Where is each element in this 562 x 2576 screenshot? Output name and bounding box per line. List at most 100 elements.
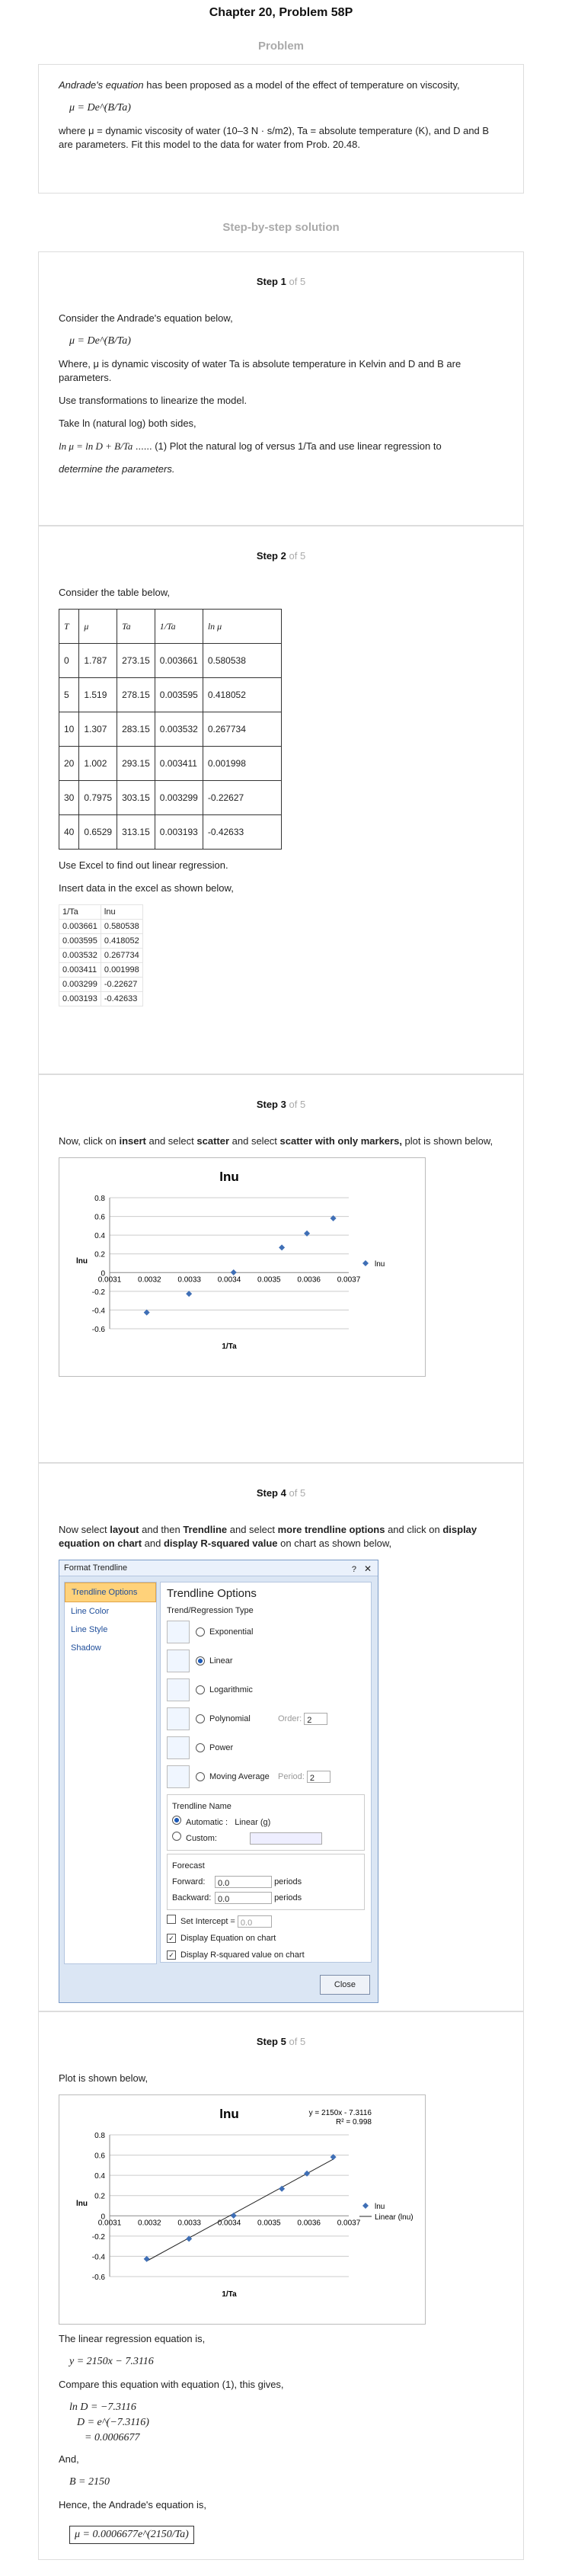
moving-average-icon [167, 1765, 190, 1788]
table-cell: 0.001998 [202, 746, 282, 781]
linear-icon [167, 1650, 190, 1672]
y-tick-label: -0.6 [92, 1326, 106, 1334]
data-point [230, 2213, 237, 2219]
table-cell: 40 [58, 814, 80, 850]
step5-equation-2: ln D = −7.3116 [69, 2402, 136, 2413]
excel-cell: 1/Ta [59, 904, 101, 920]
y-tick-label: -0.4 [92, 1307, 106, 1315]
dialog-title: Format Trendline [59, 1560, 378, 1576]
display-equation-checkbox[interactable]: ✓ [167, 1934, 176, 1943]
forward-label: Forward: [172, 1877, 206, 1886]
x-tick-label: 0.0031 [98, 2219, 122, 2227]
table-cell: 1.787 [78, 643, 118, 678]
x-axis-label: 1/Ta [222, 2290, 237, 2299]
step1-text-1: Consider the Andrade's equation below, [59, 312, 233, 324]
display-r-squared-label: Display R-squared value on chart [180, 1950, 305, 1960]
automatic-value: Linear (g) [235, 1818, 271, 1827]
forecast-label: Forecast [172, 1861, 205, 1870]
display-r-squared-checkbox[interactable]: ✓ [167, 1950, 176, 1960]
custom-radio[interactable] [172, 1832, 181, 1841]
legend-marker [362, 1260, 369, 1266]
data-point [330, 2154, 337, 2161]
table-cell: 273.15 [117, 643, 155, 678]
trendline-annotation: y = 2150x - 7.3116 [309, 2109, 372, 2117]
x-tick-label: 0.0033 [177, 2219, 201, 2227]
excel-row: 0.003411 0.001998 [59, 962, 143, 978]
table-cell: 0.580538 [202, 643, 282, 678]
excel-cell: 0.003411 [59, 962, 101, 978]
option-exponential[interactable]: Exponential [167, 1618, 365, 1646]
x-tick-label: 0.0037 [337, 2219, 361, 2227]
automatic-radio[interactable] [172, 1816, 181, 1825]
exponential-icon [167, 1621, 190, 1643]
close-icon[interactable]: ✕ [363, 1563, 372, 1574]
step5-equation-5: B = 2150 [69, 2476, 110, 2488]
option-label: Linear [209, 1656, 233, 1666]
legend-label: Linear (lnu) [375, 2213, 414, 2222]
table-header-cell: 1/Ta [154, 609, 203, 644]
excel-header-row: 1/Ta lnu [59, 904, 143, 920]
set-intercept-checkbox[interactable] [167, 1915, 176, 1924]
step5-text-5: Hence, the Andrade's equation is, [59, 2499, 207, 2510]
backward-input[interactable]: 0.0 [215, 1892, 272, 1905]
excel-cell: 0.267734 [100, 948, 143, 963]
y-axis-label: lnu [76, 2200, 88, 2208]
power-icon [167, 1736, 190, 1759]
help-icon[interactable]: ? [351, 1565, 356, 1574]
excel-row: 0.003532 0.267734 [59, 948, 143, 963]
forward-input[interactable]: 0.0 [215, 1876, 272, 1889]
step4-text-1: Now select layout and then Trendline and… [59, 1524, 477, 1549]
excel-cell: 0.003532 [59, 948, 101, 963]
sidebar-item-trendline-options[interactable]: Trendline Options [65, 1582, 156, 1602]
x-tick-label: 0.0034 [218, 1275, 241, 1284]
table-cell: 20 [58, 746, 80, 781]
table-cell: -0.42633 [202, 814, 282, 850]
excel-cell: lnu [100, 904, 143, 920]
sidebar-item-line-color[interactable]: Line Color [71, 1607, 110, 1616]
trendline-annotation: R² = 0.998 [336, 2118, 372, 2126]
trendline-name-group: Trendline Name Automatic : Linear (g) Cu… [167, 1794, 365, 1851]
excel-row: 0.003661 0.580538 [59, 919, 143, 934]
option-polynomial[interactable]: Polynomial Order: 2 [167, 1704, 365, 1733]
y-tick-label: 0.4 [94, 2172, 105, 2181]
excel-row: 0.003595 0.418052 [59, 933, 143, 949]
period-input[interactable]: 2 [306, 1771, 330, 1783]
excel-cell: -0.22627 [100, 977, 143, 992]
option-linear[interactable]: Linear [167, 1646, 365, 1675]
order-input[interactable]: 2 [304, 1713, 328, 1725]
custom-name-input[interactable] [250, 1832, 323, 1845]
polynomial-radio[interactable] [196, 1714, 205, 1723]
step5-text-4: And, [59, 2453, 79, 2465]
power-radio[interactable] [196, 1743, 205, 1752]
legend-label: lnu [375, 1260, 385, 1269]
intercept-input[interactable]: 0.0 [237, 1915, 272, 1928]
linear-radio[interactable] [196, 1656, 205, 1666]
exponential-radio[interactable] [196, 1627, 205, 1637]
moving-average-radio[interactable] [196, 1772, 205, 1781]
option-moving-average[interactable]: Moving Average Period: 2 [167, 1762, 365, 1791]
excel-cell: 0.003661 [59, 919, 101, 934]
step-4-title: Step 4 of 5 [256, 1487, 306, 1499]
step-5-title: Step 5 of 5 [256, 2036, 306, 2047]
sidebar-item-shadow[interactable]: Shadow [71, 1643, 101, 1653]
x-tick-label: 0.0036 [297, 2219, 321, 2227]
polynomial-icon [167, 1707, 190, 1730]
table-row: 5 1.519 278.15 0.003595 0.418052 [58, 677, 282, 712]
option-logarithmic[interactable]: Logarithmic [167, 1675, 365, 1704]
step5-final-equation: μ = 0.0006677e^(2150/Ta) [69, 2526, 194, 2544]
logarithmic-radio[interactable] [196, 1685, 205, 1694]
close-button[interactable]: Close [319, 1975, 370, 1995]
dialog-sidebar: Trendline Options Line Color Line Style … [64, 1582, 157, 1964]
step5-text-2: The linear regression equation is, [59, 2333, 206, 2344]
regression-type-label: Trend/Regression Type [167, 1606, 254, 1615]
table-cell: 1.307 [78, 712, 118, 747]
excel-cell: 0.001998 [100, 962, 143, 978]
scatter-chart-2: lnu 0.8 0.6 0.4 0.2 0 -0.2 -0.4 -0.6 0.0031 0.0032… [59, 2094, 426, 2325]
step1-text-5: determine the parameters. [59, 463, 175, 475]
step1-equation-1: μ = De^(B/Ta) [69, 335, 131, 347]
y-axis-label: lnu [76, 1257, 88, 1266]
option-power[interactable]: Power [167, 1733, 365, 1762]
data-point [279, 1244, 286, 1251]
chart-title: lnu [219, 2107, 239, 2121]
sidebar-item-line-style[interactable]: Line Style [71, 1625, 108, 1634]
